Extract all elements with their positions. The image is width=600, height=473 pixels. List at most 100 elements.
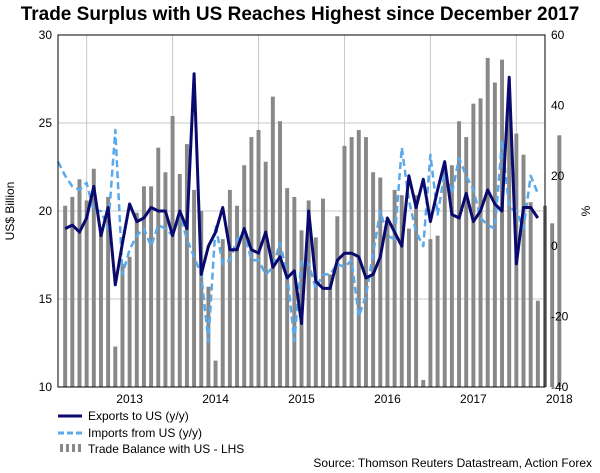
right-axis-label: %: [579, 205, 593, 216]
trade-balance-bar: [507, 100, 512, 388]
trade-balance-bar: [550, 223, 555, 387]
right-tick-label: -20: [551, 310, 569, 324]
trade-balance-bar: [378, 177, 383, 387]
left-tick-label: 10: [39, 380, 53, 394]
trade-balance-bar: [292, 196, 297, 387]
legend-label-exports: Exports to US (y/y): [88, 409, 189, 423]
x-tick-label: 2017: [460, 392, 487, 406]
trade-balance-bar: [213, 360, 218, 387]
trade-balance-bar: [278, 121, 282, 388]
plot-frame: [57, 34, 546, 388]
trade-balance-bar: [242, 165, 247, 387]
x-tick-label: 2015: [288, 392, 315, 406]
x-tick-label: 2016: [374, 392, 401, 406]
right-tick-label: 0: [551, 239, 558, 253]
trade-balance-bar: [335, 216, 340, 387]
trade-balance-bar: [127, 256, 132, 387]
trade-balance-bar: [485, 57, 490, 387]
trade-balance-bar: [457, 121, 462, 388]
trade-balance-bar: [521, 154, 526, 387]
trade-balance-bar: [478, 98, 483, 388]
imports-line: [56, 128, 539, 343]
trade-balance-bar: [120, 263, 125, 387]
trade-balance-bar: [535, 300, 540, 387]
trade-balance-bar: [84, 200, 89, 387]
trade-balance-bar: [106, 196, 111, 387]
trade-balance-bars: [63, 57, 562, 388]
trade-balance-bar: [528, 202, 533, 387]
trade-balance-bar: [91, 168, 96, 387]
legend-label-imports: Imports from US (y/y): [88, 426, 202, 440]
right-tick-label: -40: [551, 380, 569, 394]
trade-balance-bar: [500, 59, 504, 387]
x-tick-label: 2018: [546, 392, 573, 406]
trade-balance-bar: [449, 165, 454, 387]
trade-balance-bar: [363, 137, 368, 387]
left-tick-label: 20: [39, 204, 53, 218]
left-tick-label: 25: [39, 116, 53, 130]
trade-balance-bar: [313, 237, 318, 387]
legend-label-balance: Trade Balance with US - LHS: [88, 442, 244, 456]
trade-balance-bar: [235, 205, 240, 387]
x-tick-label: 2014: [202, 392, 229, 406]
trade-balance-bar: [385, 223, 390, 387]
series-lines: [56, 72, 540, 343]
trade-balance-bar: [256, 130, 261, 388]
trade-balance-bar: [156, 147, 161, 387]
trade-balance-bar: [285, 188, 290, 387]
legend: Exports to US (y/y) Imports from US (y/y…: [58, 409, 244, 456]
trade-balance-bar: [220, 239, 225, 387]
trade-balance-bar: [428, 239, 433, 387]
trade-balance-bar: [349, 137, 354, 387]
trade-balance-bar: [392, 189, 397, 387]
right-tick-label: 40: [551, 98, 565, 112]
trade-balance-bar: [170, 115, 175, 388]
trade-balance-bar: [435, 235, 440, 387]
trade-balance-bar: [557, 135, 562, 387]
exports-line: [64, 72, 540, 326]
trade-balance-bar: [163, 172, 168, 387]
trade-balance-bar: [149, 186, 154, 387]
trade-balance-bar: [321, 198, 325, 387]
left-axis-ticks: 10 15 20 25 30: [39, 28, 53, 394]
trade-balance-bar: [492, 82, 497, 388]
right-tick-label: 20: [551, 169, 565, 183]
trade-balance-bar: [99, 233, 103, 387]
trade-balance-bar: [421, 379, 426, 387]
trade-balance-bar: [471, 103, 476, 387]
trade-balance-bar: [371, 172, 376, 387]
trade-balance-bar: [406, 228, 411, 387]
trade-balance-bar: [184, 144, 189, 387]
right-tick-label: 60: [551, 28, 565, 42]
left-axis-label: US$ Billion: [3, 182, 17, 241]
trade-balance-bar: [77, 179, 82, 387]
trade-balance-bar: [399, 195, 404, 387]
left-tick-label: 30: [39, 28, 53, 42]
trade-balance-bar: [63, 205, 68, 387]
trade-balance-bar: [414, 195, 419, 387]
x-axis-ticks: 2013 2014 2015 2016 2017 2018: [116, 392, 573, 406]
trade-balance-bar: [328, 274, 333, 387]
x-tick-label: 2013: [116, 392, 143, 406]
legend-swatch-balance: [60, 444, 81, 452]
trade-balance-bar: [177, 174, 182, 387]
right-axis-ticks: -40 -20 0 20 40 60: [551, 28, 569, 394]
chart-title: Trade Surplus with US Reaches Highest si…: [21, 4, 580, 25]
trade-balance-bar: [70, 196, 75, 387]
trade-balance-bar: [249, 137, 254, 387]
trade-balance-bar: [192, 189, 197, 387]
trade-balance-bar: [306, 200, 311, 387]
trade-balance-bar: [141, 186, 146, 387]
trade-balance-bar: [206, 286, 211, 387]
trade-balance-bar: [199, 211, 204, 387]
trade-balance-bar: [442, 170, 447, 387]
source-note: Source: Thomson Reuters Datastream, Acti…: [313, 456, 592, 470]
left-tick-label: 15: [39, 292, 53, 306]
trade-balance-bar: [134, 212, 139, 387]
trade-balance-bar: [464, 137, 469, 387]
trade-balance-bar: [263, 161, 268, 387]
trade-balance-bar: [113, 346, 118, 387]
trade-balance-bar: [227, 189, 232, 387]
trade-balance-bar: [270, 96, 275, 387]
